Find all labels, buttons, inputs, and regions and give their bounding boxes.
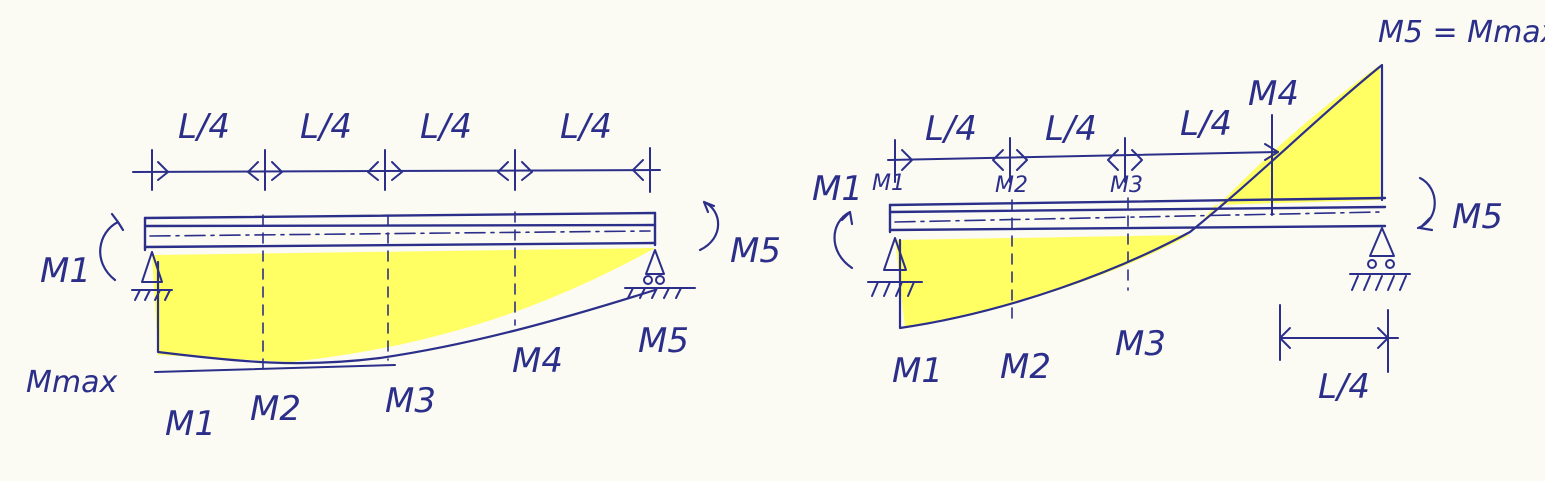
segment-label: L/4 (1180, 104, 1232, 144)
right-beam (888, 196, 1387, 234)
left-moment-curve (156, 260, 657, 365)
station-label-m1: M1 (165, 404, 216, 444)
left-pin-support (131, 251, 173, 301)
segment-label: L/4 (300, 107, 352, 147)
segment-label: L/4 (560, 107, 612, 147)
right-roller-support (1349, 227, 1411, 291)
right-moment-label: M5 (730, 231, 781, 271)
segment-label: L/4 (925, 109, 977, 149)
top-label-m2: M2 (995, 173, 1028, 198)
right-lower-dimension (1279, 304, 1399, 373)
right-applied-moment-label: M5 (1452, 197, 1503, 237)
top-label-m1: M1 (872, 171, 905, 196)
station-label-m3: M3 (385, 381, 436, 421)
bottom-label-m1: M1 (892, 351, 943, 391)
top-label-m4: M4 (1248, 74, 1299, 114)
peak-label: M5 = Mmax (1378, 15, 1545, 50)
right-diagram-arrow-m5 (1416, 176, 1436, 232)
segment-label: L/4 (178, 107, 230, 147)
right-moment-arrow-m5 (698, 200, 720, 252)
bottom-label-m2: M2 (1000, 347, 1051, 387)
left-roller-support (624, 249, 696, 299)
segment-label: L/4 (1045, 109, 1097, 149)
left-moment-area (152, 248, 655, 362)
left-diagram: L/4 L/4 L/4 L/4 M1 M5 Mmax M1 M2 M3 M4 M… (26, 107, 781, 444)
left-dimension-ticks (151, 147, 651, 193)
right-diagram: L/4 L/4 L/4 M1 M2 M3 M4 M5 = Mmax M1 M5 … (812, 15, 1545, 407)
lower-dimension-label: L/4 (1318, 367, 1370, 407)
left-dimension-line (132, 169, 661, 173)
left-station-lines (262, 211, 516, 371)
right-pin-support (867, 237, 923, 297)
left-moment-label: M1 (40, 251, 91, 291)
top-label-m3: M3 (1110, 173, 1143, 198)
right-dimension-ticks (894, 114, 1279, 216)
left-beam (143, 211, 657, 252)
max-moment-label: Mmax (26, 365, 117, 400)
station-label-m5: M5 (638, 321, 689, 361)
segment-label: L/4 (420, 107, 472, 147)
left-moment-arrow-m1 (99, 212, 125, 282)
right-moment-area-lower (895, 235, 1190, 328)
right-diagram-arrow-m1 (833, 210, 854, 270)
bottom-label-m3: M3 (1115, 324, 1166, 364)
right-station-lines (1011, 197, 1129, 319)
right-dimension-line (887, 151, 1279, 161)
left-applied-moment-label: M1 (812, 169, 863, 209)
station-label-m4: M4 (512, 341, 563, 381)
left-max-line (154, 364, 396, 373)
station-label-m2: M2 (250, 389, 301, 429)
right-moment-line (898, 63, 1384, 330)
